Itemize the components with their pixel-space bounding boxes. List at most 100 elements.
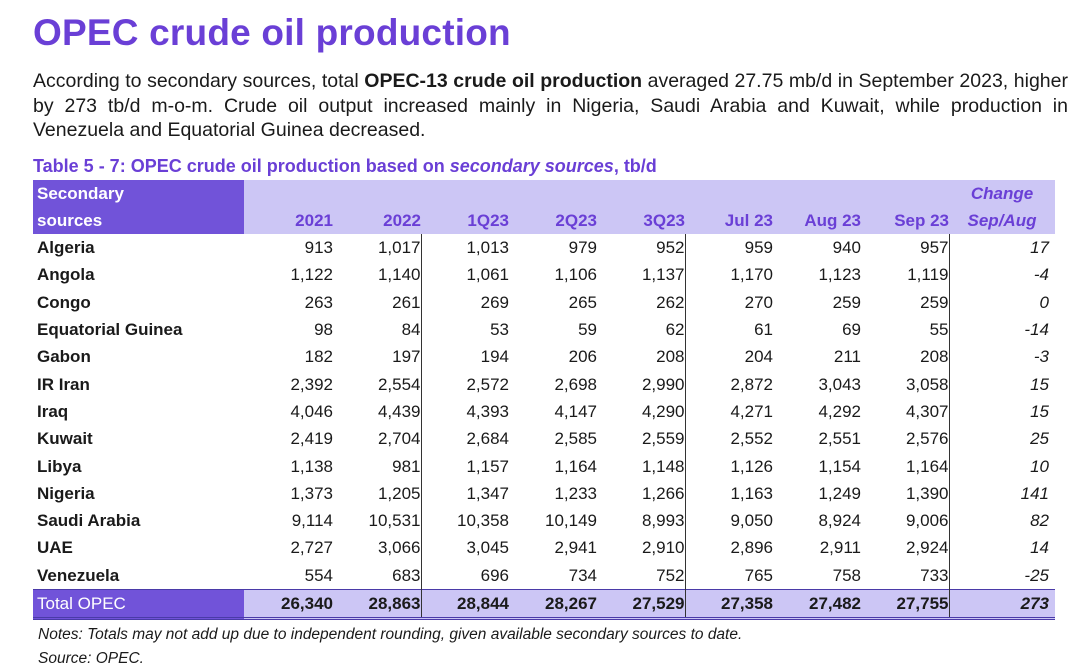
value-cell: 8,924 <box>818 511 861 531</box>
country-name: Gabon <box>37 347 91 367</box>
value-cell: 752 <box>597 561 686 590</box>
value-cell: 26,340 <box>244 588 333 621</box>
value-cell: 940 <box>832 238 861 258</box>
value-cell: 4,307 <box>861 397 950 426</box>
value-cell: 2,698 <box>554 374 597 394</box>
value-cell: 1,106 <box>554 265 597 285</box>
country-name: Equatorial Guinea <box>37 320 183 340</box>
value-cell: 1,137 <box>597 261 686 289</box>
value-cell: 1,013 <box>466 238 509 258</box>
value-cell: 4,271 <box>730 401 773 421</box>
table-row: Equatorial Guinea 98 84 53 59 62 61 69 55 -14 <box>33 315 1055 344</box>
value-cell: 3,066 <box>333 534 422 562</box>
header-sources-line2: sources <box>37 211 103 230</box>
country-name: Angola <box>37 265 95 285</box>
change-cell: 15 <box>1030 374 1049 394</box>
header-change-line2: Sep/Aug <box>967 211 1037 230</box>
value-cell: 8,993 <box>597 506 686 535</box>
value-cell: 208 <box>861 343 950 371</box>
value-cell: 734 <box>568 565 597 585</box>
value-cell: 4,290 <box>597 397 686 426</box>
value-cell: 263 <box>304 292 333 312</box>
value-cell: 2,559 <box>597 425 686 453</box>
country-name: Congo <box>37 292 91 312</box>
value-cell: 2,585 <box>554 429 597 449</box>
value-cell: 9,114 <box>291 511 333 531</box>
change-cell: 17 <box>1030 238 1049 258</box>
table-row: UAE 2,727 3,066 3,045 2,941 2,910 2,896 2,911 2,… <box>33 534 1055 562</box>
value-cell: 9,006 <box>861 506 950 535</box>
value-cell: 2,572 <box>466 374 509 394</box>
table-notes: Notes: Totals may not add up due to inde… <box>38 626 743 643</box>
value-cell: 2,924 <box>861 534 950 562</box>
value-cell: 208 <box>597 343 686 371</box>
table-caption: Table 5 - 7: OPEC crude oil production b… <box>33 156 657 177</box>
value-cell: 98 <box>314 320 333 340</box>
table-row: Iraq 4,046 4,439 4,393 4,147 4,290 4,271 4,292 4… <box>33 397 1055 426</box>
value-cell: 696 <box>480 565 509 585</box>
table-source: Source: OPEC. <box>38 650 144 667</box>
value-cell: 1,373 <box>290 483 333 503</box>
page-title: OPEC crude oil production <box>33 12 511 53</box>
value-cell: 2,896 <box>730 538 773 558</box>
value-cell: 1,170 <box>730 265 773 285</box>
value-cell: 69 <box>842 320 861 340</box>
value-cell: 4,393 <box>466 401 509 421</box>
table-row: Congo 263 261 269 265 262 270 259 259 0 <box>33 288 1055 316</box>
value-cell: 9,050 <box>730 511 773 531</box>
value-cell: 1,266 <box>597 479 686 507</box>
value-cell: 27,529 <box>597 588 686 621</box>
table-row: Nigeria 1,373 1,205 1,347 1,233 1,266 1,163 1,2… <box>33 479 1055 507</box>
change-cell: 273 <box>949 588 1055 621</box>
value-cell: 4,147 <box>554 401 597 421</box>
value-cell: 3,058 <box>861 370 950 398</box>
value-cell: 28,863 <box>333 588 422 621</box>
value-cell: 182 <box>304 347 333 367</box>
table-row: IR Iran 2,392 2,554 2,572 2,698 2,990 2,872 3,0… <box>33 370 1055 398</box>
table-row: Venezuela 554 683 696 734 752 765 758 733 -25 <box>33 561 1055 590</box>
total-row: Total OPEC 26,340 28,863 28,844 28,267 27,529… <box>33 588 1055 621</box>
value-cell: 59 <box>578 320 597 340</box>
value-cell: 758 <box>832 565 861 585</box>
value-cell: 2,576 <box>861 425 950 453</box>
change-cell: 14 <box>1030 538 1049 558</box>
caption-prefix: Table 5 - 7: OPEC crude oil production b… <box>33 156 450 176</box>
value-cell: 4,292 <box>818 401 861 421</box>
intro-text-2: averaged 27.75 mb/d in September 2023, h… <box>33 70 1068 141</box>
value-cell: 259 <box>832 292 861 312</box>
header-sources-line1: Secondary <box>37 184 124 203</box>
value-cell: 1,205 <box>333 479 422 507</box>
value-cell: 265 <box>568 292 597 312</box>
value-cell: 2,704 <box>333 425 422 453</box>
value-cell: 194 <box>480 347 509 367</box>
value-cell: 1,061 <box>466 265 509 285</box>
value-cell: 1,138 <box>290 456 333 476</box>
header-col: Aug 23 <box>773 180 861 234</box>
value-cell: 206 <box>568 347 597 367</box>
header-col: 3Q23 <box>597 180 685 234</box>
header-col: 2Q23 <box>509 180 597 234</box>
value-cell: 27,482 <box>773 588 861 621</box>
value-cell: 10,358 <box>457 511 509 531</box>
value-cell: 2,727 <box>290 538 333 558</box>
value-cell: 2,872 <box>730 374 773 394</box>
value-cell: 270 <box>744 292 773 312</box>
value-cell: 259 <box>861 288 950 316</box>
value-cell: 3,043 <box>818 374 861 394</box>
value-cell: 1,164 <box>554 456 597 476</box>
value-cell: 1,148 <box>597 452 686 480</box>
intro-text-1: According to secondary sources, total <box>33 70 365 92</box>
header-sources: Secondary sources <box>33 180 244 234</box>
country-name: Nigeria <box>37 483 95 503</box>
change-cell: -4 <box>1033 265 1049 285</box>
value-cell: 1,157 <box>466 456 509 476</box>
table-row: Algeria 913 1,017 1,013 979 952 959 940 957 17 <box>33 234 1055 262</box>
value-cell: 27,755 <box>861 588 950 621</box>
value-cell: 957 <box>861 234 950 262</box>
value-cell: 1,017 <box>333 234 422 262</box>
value-cell: 211 <box>833 347 861 367</box>
value-cell: 1,119 <box>861 261 950 289</box>
value-cell: 2,911 <box>819 538 861 558</box>
value-cell: 4,046 <box>290 401 333 421</box>
change-cell: -3 <box>1033 347 1049 367</box>
